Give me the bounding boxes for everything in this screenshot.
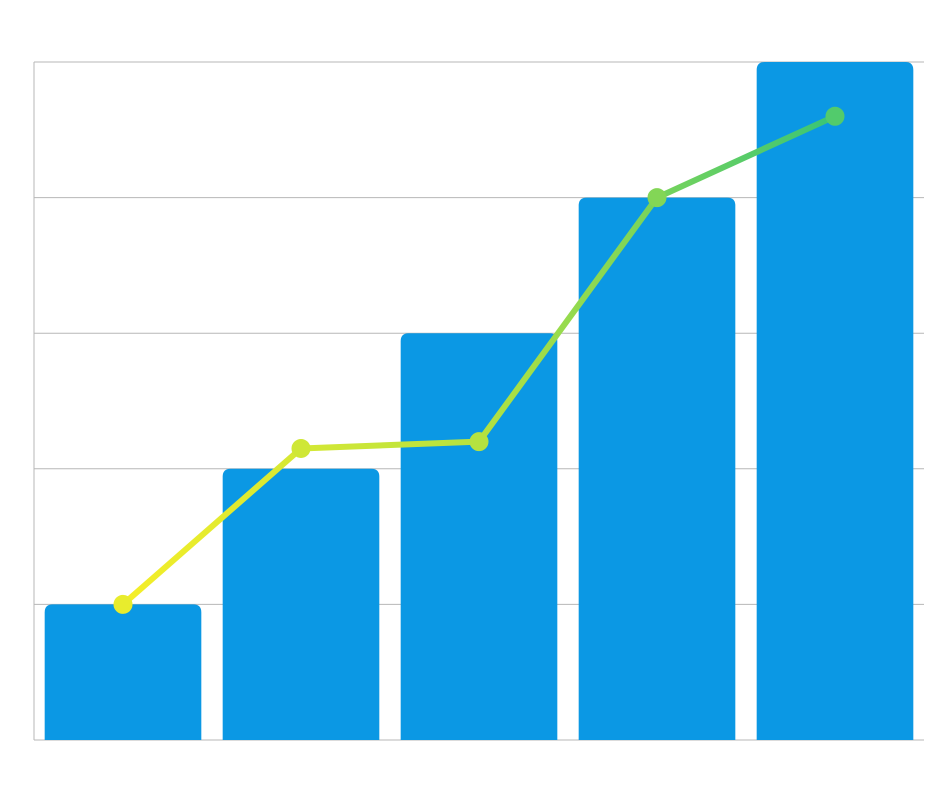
bar [223, 469, 380, 740]
line-marker [293, 440, 309, 456]
bar [757, 62, 914, 740]
bar [401, 333, 558, 740]
line-marker [115, 596, 131, 612]
line-marker [649, 190, 665, 206]
bar [45, 604, 202, 740]
line-marker [827, 108, 843, 124]
bar [579, 198, 736, 740]
line-marker [471, 434, 487, 450]
combo-chart [0, 0, 940, 788]
